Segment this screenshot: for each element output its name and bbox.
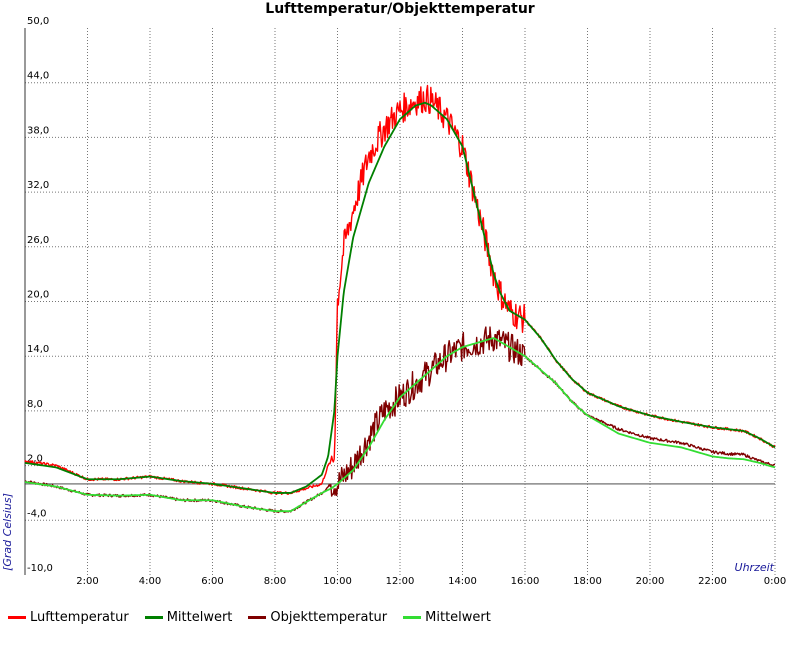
legend-label: Objekttemperatur xyxy=(270,609,388,625)
x-tick-label: 10:00 xyxy=(323,576,352,587)
chart-title: Lufttemperatur/Objekttemperatur xyxy=(265,1,535,17)
y-tick-label: 14,0 xyxy=(27,344,49,355)
legend-swatch xyxy=(144,615,163,619)
axes xyxy=(24,28,776,575)
y-tick-label: 44,0 xyxy=(27,71,49,82)
legend-item: Mittelwert xyxy=(144,609,233,625)
series-line-1 xyxy=(24,101,776,494)
x-tick-label: 16:00 xyxy=(511,576,540,587)
legend-label: Mittelwert xyxy=(425,609,491,625)
x-tick-label: 6:00 xyxy=(201,576,223,587)
y-tick-label: 26,0 xyxy=(27,235,49,246)
legend-swatch xyxy=(248,615,267,619)
y-tick-label: 2,0 xyxy=(27,454,43,465)
legend-label: Lufttemperatur xyxy=(30,609,129,625)
y-tick-label: 8,0 xyxy=(27,399,43,410)
y-tick-label: 20,0 xyxy=(27,290,49,301)
y-tick-label: -10,0 xyxy=(27,563,53,574)
series-line-2 xyxy=(24,326,776,514)
x-tick-label: 18:00 xyxy=(573,576,602,587)
tick-labels: -10,0 -4,0 2,0 8,0 14,0 20,0 26,0 32,0 38,0 44,0 5… xyxy=(27,16,786,587)
legend-swatch xyxy=(8,615,26,619)
y-axis-label: [Grad Celsius] xyxy=(1,493,14,571)
legend-swatch xyxy=(403,615,422,619)
x-tick-label: 12:00 xyxy=(386,576,415,587)
grid xyxy=(25,28,775,575)
x-tick-label: 20:00 xyxy=(636,576,665,587)
legend-item: Mittelwert xyxy=(403,610,491,625)
series-line-3 xyxy=(24,337,776,513)
x-tick-label: 22:00 xyxy=(698,576,727,587)
y-tick-label: 50,0 xyxy=(27,16,49,27)
x-tick-label: 0:00 xyxy=(764,576,786,587)
x-axis-label: Uhrzeit xyxy=(735,561,775,574)
y-tick-label: -4,0 xyxy=(27,508,47,519)
legend-label: Mittelwert xyxy=(166,609,233,625)
x-tick-label: 4:00 xyxy=(139,576,161,587)
series-lines xyxy=(24,84,776,514)
legend-item: Objekttemperatur xyxy=(248,610,387,625)
x-tick-label: 2:00 xyxy=(76,576,98,587)
y-tick-label: 32,0 xyxy=(27,180,49,191)
legend: Lufttemperatur Mittelwert Objekttemperat… xyxy=(8,606,507,628)
x-tick-label: 14:00 xyxy=(448,576,477,587)
x-tick-label: 8:00 xyxy=(264,576,286,587)
y-tick-label: 38,0 xyxy=(27,125,49,136)
legend-item: Lufttemperatur xyxy=(8,610,129,625)
